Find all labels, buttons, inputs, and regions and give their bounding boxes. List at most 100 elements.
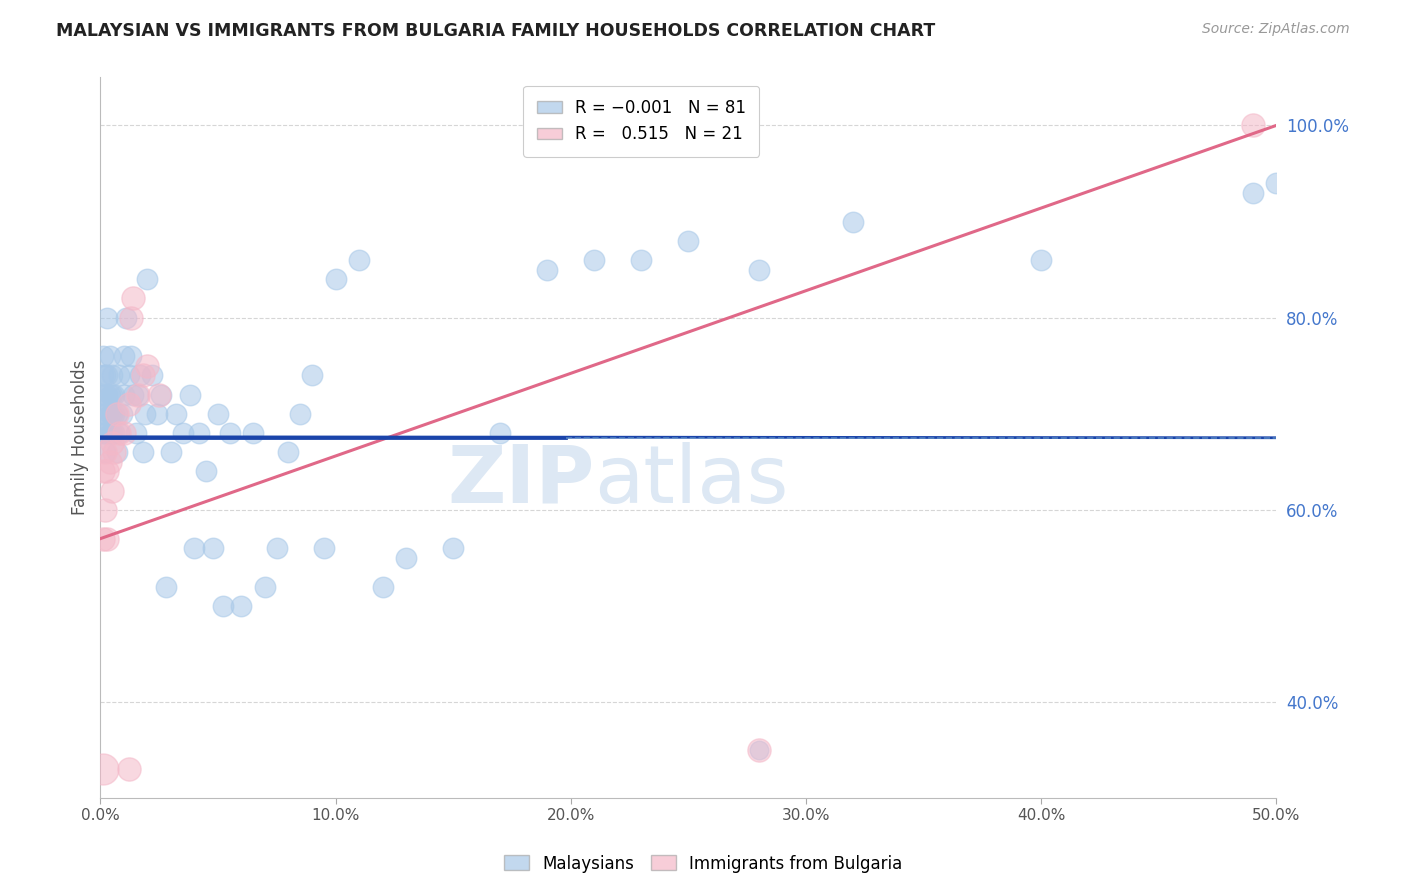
Point: [105, 407, 128, 421]
Text: MALAYSIAN VS IMMIGRANTS FROM BULGARIA FAMILY HOUSEHOLDS CORRELATION CHART: MALAYSIAN VS IMMIGRANTS FROM BULGARIA FA…: [56, 22, 935, 40]
Point: [108, 368, 131, 383]
Point: [96, 464, 118, 478]
Point: [103, 387, 125, 401]
Point: [1265, 176, 1288, 190]
Text: atlas: atlas: [595, 442, 789, 520]
Point: [122, 292, 145, 306]
Point: [155, 580, 177, 594]
Point: [96, 310, 118, 325]
Point: [94, 425, 117, 440]
Point: [231, 599, 253, 613]
Point: [253, 580, 276, 594]
Point: [127, 387, 149, 401]
Point: [101, 407, 124, 421]
Point: [91, 387, 114, 401]
Point: [136, 359, 159, 373]
Point: [146, 407, 169, 421]
Point: [179, 387, 201, 401]
Point: [277, 445, 299, 459]
Point: [325, 272, 347, 286]
Point: [91, 349, 114, 363]
Point: [266, 541, 288, 556]
Point: [96, 407, 118, 421]
Point: [98, 387, 121, 401]
Point: [96, 532, 118, 546]
Point: [91, 368, 114, 383]
Point: [91, 425, 114, 440]
Point: [136, 272, 159, 286]
Point: [183, 541, 205, 556]
Point: [115, 310, 138, 325]
Point: [242, 425, 264, 440]
Point: [347, 252, 370, 267]
Point: [105, 407, 128, 421]
Point: [94, 445, 117, 459]
Point: [489, 425, 512, 440]
Point: [371, 580, 394, 594]
Point: [110, 407, 132, 421]
Point: [101, 368, 124, 383]
Point: [148, 387, 170, 401]
Point: [1029, 252, 1052, 267]
Point: [1241, 186, 1264, 200]
Legend: R = −0.001   N = 81, R =   0.515   N = 21: R = −0.001 N = 81, R = 0.515 N = 21: [523, 86, 759, 157]
Point: [96, 387, 118, 401]
Point: [91, 464, 114, 478]
Point: [98, 455, 121, 469]
Point: [117, 368, 139, 383]
Point: [94, 387, 117, 401]
Point: [842, 214, 865, 228]
Point: [94, 445, 117, 459]
Point: [211, 599, 233, 613]
Point: [112, 387, 135, 401]
Point: [150, 387, 173, 401]
Point: [290, 407, 312, 421]
Text: ZIP: ZIP: [447, 442, 595, 520]
Point: [141, 368, 163, 383]
Text: Source: ZipAtlas.com: Source: ZipAtlas.com: [1202, 22, 1350, 37]
Point: [301, 368, 323, 383]
Point: [395, 550, 418, 565]
Point: [195, 464, 218, 478]
Point: [748, 262, 770, 277]
Point: [101, 435, 124, 450]
Point: [101, 387, 124, 401]
Point: [112, 349, 135, 363]
Y-axis label: Family Households: Family Households: [72, 360, 89, 516]
Point: [748, 743, 770, 757]
Point: [96, 425, 118, 440]
Point: [583, 252, 606, 267]
Point: [748, 743, 770, 757]
Point: [122, 387, 145, 401]
Point: [172, 425, 194, 440]
Point: [117, 762, 139, 776]
Point: [188, 425, 211, 440]
Point: [94, 368, 117, 383]
Point: [112, 425, 135, 440]
Point: [127, 387, 149, 401]
Point: [134, 407, 156, 421]
Point: [108, 425, 131, 440]
Point: [536, 262, 558, 277]
Point: [441, 541, 464, 556]
Point: [105, 445, 128, 459]
Point: [108, 425, 131, 440]
Point: [98, 407, 121, 421]
Point: [131, 445, 153, 459]
Point: [103, 407, 125, 421]
Point: [103, 445, 125, 459]
Point: [94, 407, 117, 421]
Point: [98, 349, 121, 363]
Point: [630, 252, 652, 267]
Point: [91, 407, 114, 421]
Point: [1241, 119, 1264, 133]
Point: [129, 368, 152, 383]
Point: [120, 349, 142, 363]
Point: [207, 407, 229, 421]
Point: [312, 541, 335, 556]
Legend: Malaysians, Immigrants from Bulgaria: Malaysians, Immigrants from Bulgaria: [498, 848, 908, 880]
Point: [202, 541, 225, 556]
Point: [91, 762, 114, 776]
Point: [131, 368, 153, 383]
Point: [676, 234, 699, 248]
